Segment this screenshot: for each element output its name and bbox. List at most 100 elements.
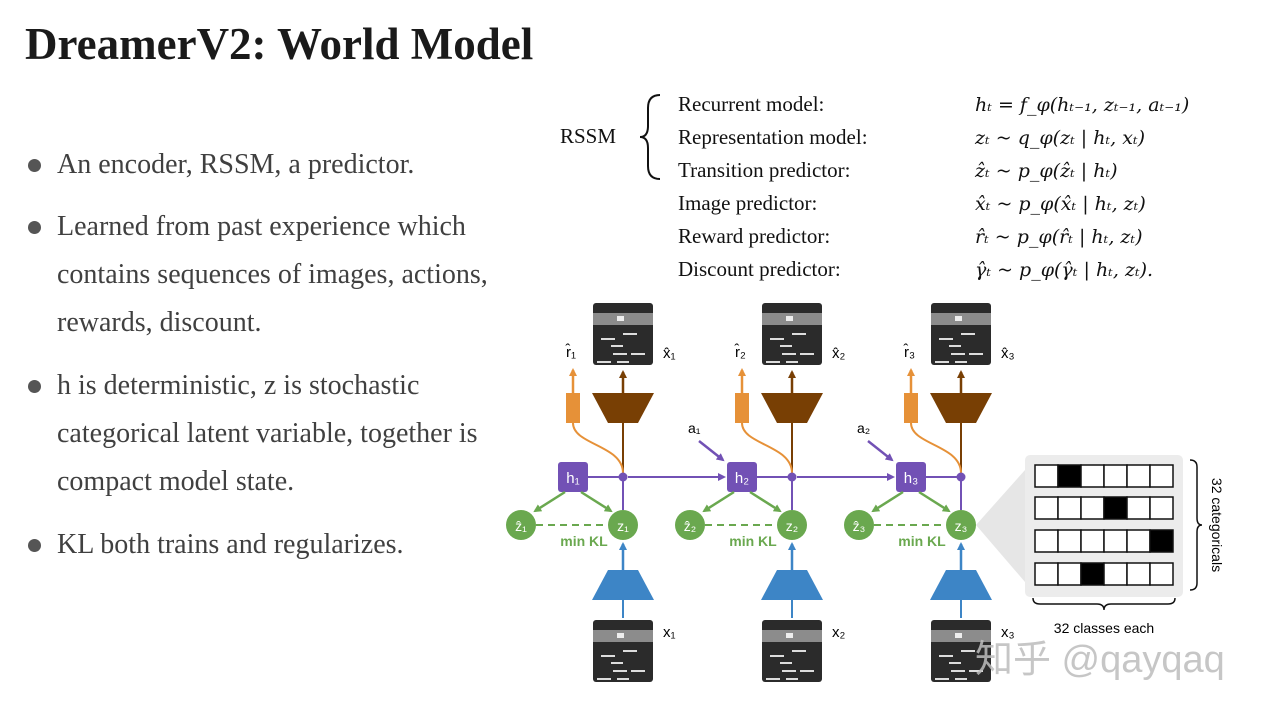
x-hat-label: x̂₃ [1001,345,1015,362]
equation-formula: hₜ = f_φ(hₜ₋₁, zₜ₋₁, aₜ₋₁) [975,94,1189,116]
frame-sprite [617,633,624,638]
category-cell [1126,464,1151,488]
frame-platform [961,650,975,652]
x-label: x₃ [1001,624,1015,641]
frame-platform [613,670,627,672]
z-hat-label: ẑ₁ [515,518,527,534]
bullet-item: An encoder, RSSM, a predictor. [28,141,558,189]
z-node [946,510,976,540]
bullet-dot-icon [28,159,41,172]
frame-platform [631,670,645,672]
equation-label: Transition predictor: [678,158,850,182]
min-kl-label: min KL [560,533,608,549]
categoricals-brace [1189,459,1203,591]
frame-platform [955,678,967,680]
bullet-dot-icon [28,221,41,234]
timestep-1: x̂₁ x₁ r̂₁ h₁ ẑ₁ z₁ min KL [506,303,726,682]
posterior-arrow [580,490,613,513]
action-arrow [698,440,725,462]
z-hat-node [675,510,705,540]
reward-input-curve [910,422,962,474]
equation-list: Recurrent model: hₜ = f_φ(hₜ₋₁, zₜ₋₁, aₜ₋… [678,92,1189,281]
category-cell [1126,562,1151,586]
frame-platform [613,353,627,355]
h-node [558,462,588,492]
equation-label: Image predictor: [678,191,817,215]
equation-label: Discount predictor: [678,257,841,281]
frame-platform [955,361,967,363]
categorical-latent-panel: 32 categoricals 32 classes each [976,455,1225,636]
x-label: x₂ [832,624,846,641]
category-cell [1126,529,1151,553]
category-cell [1149,562,1174,586]
z-label: z₃ [955,518,968,534]
frame-sprite [955,316,962,321]
h-label: h₂ [735,470,749,487]
predicted-image-frame [593,303,653,365]
frame-sprite [617,316,624,321]
input-image-frame [593,620,653,682]
category-cell [1034,562,1059,586]
timestep-3: x̂₃ x₃ r̂₃ h₃ a₂ ẑ₃ z₃ min KL [844,303,1015,682]
min-kl-label: min KL [898,533,946,549]
image-decoder [592,393,654,423]
rssm-brace [639,94,661,180]
frame-platform [792,650,806,652]
frame-sprite [955,633,962,638]
category-cell [1080,562,1105,586]
bullet-dot-icon [28,539,41,552]
equation-label: Reward predictor: [678,224,830,248]
category-cell [1103,562,1128,586]
category-cell [1034,464,1059,488]
h-node [727,462,757,492]
frame-platform [770,338,784,340]
frame-sprite [786,633,793,638]
frame-platform [601,655,615,657]
h-label: h₃ [904,470,918,487]
image-decoder [930,393,992,423]
equation-formula: γ̂ₜ ~ p_φ(γ̂ₜ | hₜ, zₜ). [975,259,1153,281]
timestep-2: x̂₂ x₂ r̂₂ h₂ a₁ ẑ₂ z₂ min KL [675,303,895,682]
category-cell [1080,464,1105,488]
category-cell [1080,529,1105,553]
equation-formula: ẑₜ ~ p_φ(ẑₜ | hₜ) [974,160,1118,182]
x-hat-label: x̂₂ [832,345,846,362]
category-cell [1080,496,1105,520]
z-hat-node [506,510,536,540]
frame-platform [939,655,953,657]
category-cell [1057,562,1082,586]
frame-platform [623,333,637,335]
z-hat-label: ẑ₂ [684,518,696,534]
frame-platform [951,670,965,672]
predicted-image-frame [762,303,822,365]
bullet-item: Learned from past experience which conta… [28,203,563,347]
frame-platform [617,361,629,363]
reward-input-curve [741,422,793,474]
category-cell [1103,529,1128,553]
frame-platform [969,670,983,672]
model-state-dot [787,472,797,482]
equation-formula: zₜ ~ q_φ(zₜ | hₜ, xₜ) [974,127,1145,149]
category-cell [1034,496,1059,520]
frame-platform [770,655,784,657]
frame-platform [611,345,623,347]
action-arrow [867,440,894,462]
frame-platform [597,361,611,363]
classes-label: 32 classes each [1054,620,1154,636]
z-node [608,510,638,540]
bullet-item: KL both trains and regularizes. [28,521,558,569]
prior-arrow [871,490,904,513]
frame-platform [782,670,796,672]
frame-platform [786,361,798,363]
reward-predictor [904,393,918,423]
prior-arrow [533,490,566,513]
h-label: h₁ [566,470,579,487]
frame-platform [949,345,961,347]
frame-platform [780,662,792,664]
category-cell [1149,496,1174,520]
bullet-item: h is deterministic, z is stochastic cate… [28,362,548,506]
posterior-arrow [918,490,951,513]
frame-sprite [786,316,793,321]
z-hat-node [844,510,874,540]
equation-label: Representation model: [678,125,868,149]
